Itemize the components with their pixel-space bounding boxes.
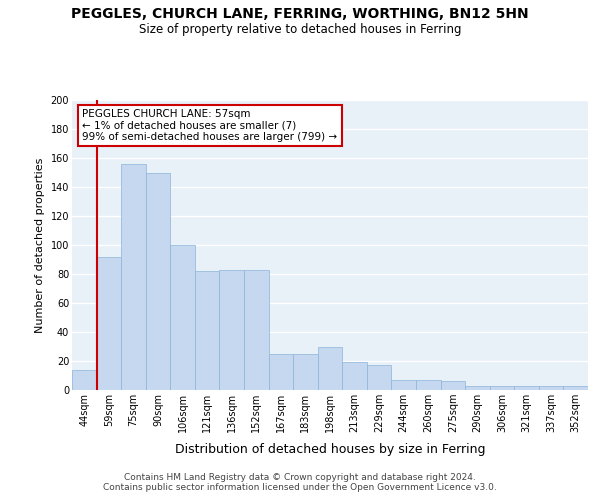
Text: PEGGLES, CHURCH LANE, FERRING, WORTHING, BN12 5HN: PEGGLES, CHURCH LANE, FERRING, WORTHING,… [71,8,529,22]
Text: Contains public sector information licensed under the Open Government Licence v3: Contains public sector information licen… [103,484,497,492]
Bar [342,362,367,390]
Bar [97,256,121,390]
Bar [146,172,170,390]
Bar [514,386,539,390]
Y-axis label: Number of detached properties: Number of detached properties [35,158,45,332]
Bar [244,270,269,390]
Bar [220,270,244,390]
Bar [170,245,195,390]
Text: Contains HM Land Registry data © Crown copyright and database right 2024.: Contains HM Land Registry data © Crown c… [124,472,476,482]
Bar [367,366,391,390]
Bar [318,346,342,390]
Bar [539,386,563,390]
Bar [269,354,293,390]
Text: Distribution of detached houses by size in Ferring: Distribution of detached houses by size … [175,442,485,456]
Bar [440,382,465,390]
Bar [563,386,588,390]
Bar [391,380,416,390]
Bar [195,271,220,390]
Bar [293,354,318,390]
Bar [416,380,440,390]
Bar [490,386,514,390]
Bar [465,386,490,390]
Text: PEGGLES CHURCH LANE: 57sqm
← 1% of detached houses are smaller (7)
99% of semi-d: PEGGLES CHURCH LANE: 57sqm ← 1% of detac… [82,108,337,142]
Text: Size of property relative to detached houses in Ferring: Size of property relative to detached ho… [139,22,461,36]
Bar [72,370,97,390]
Bar [121,164,146,390]
